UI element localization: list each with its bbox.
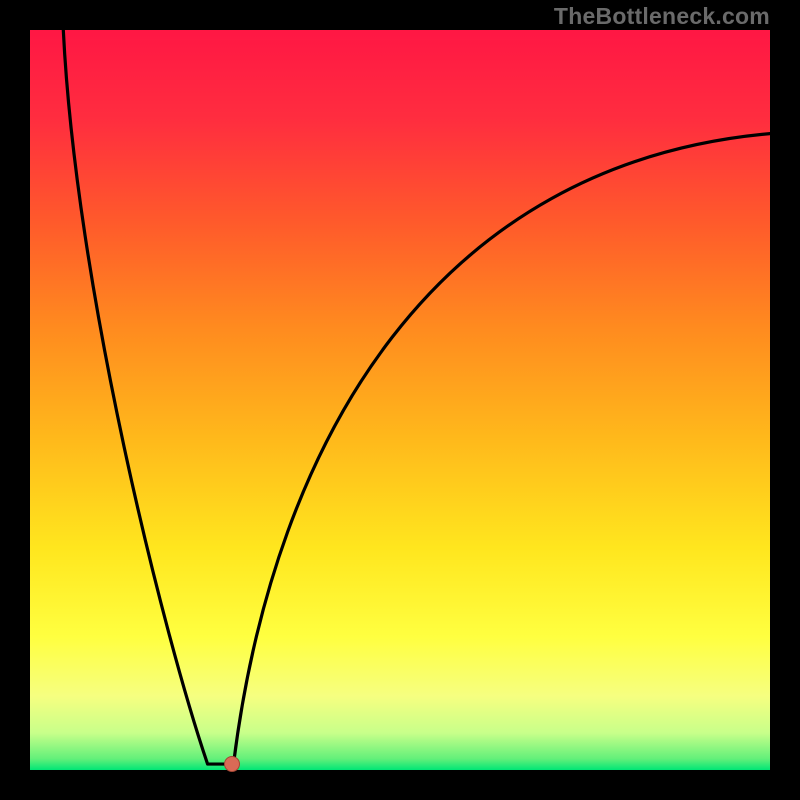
optimal-point-marker [224,756,240,772]
plot-area [30,30,770,770]
bottleneck-curve [30,30,770,770]
curve-path [63,30,770,764]
chart-frame: TheBottleneck.com [0,0,800,800]
watermark-text: TheBottleneck.com [554,3,770,30]
